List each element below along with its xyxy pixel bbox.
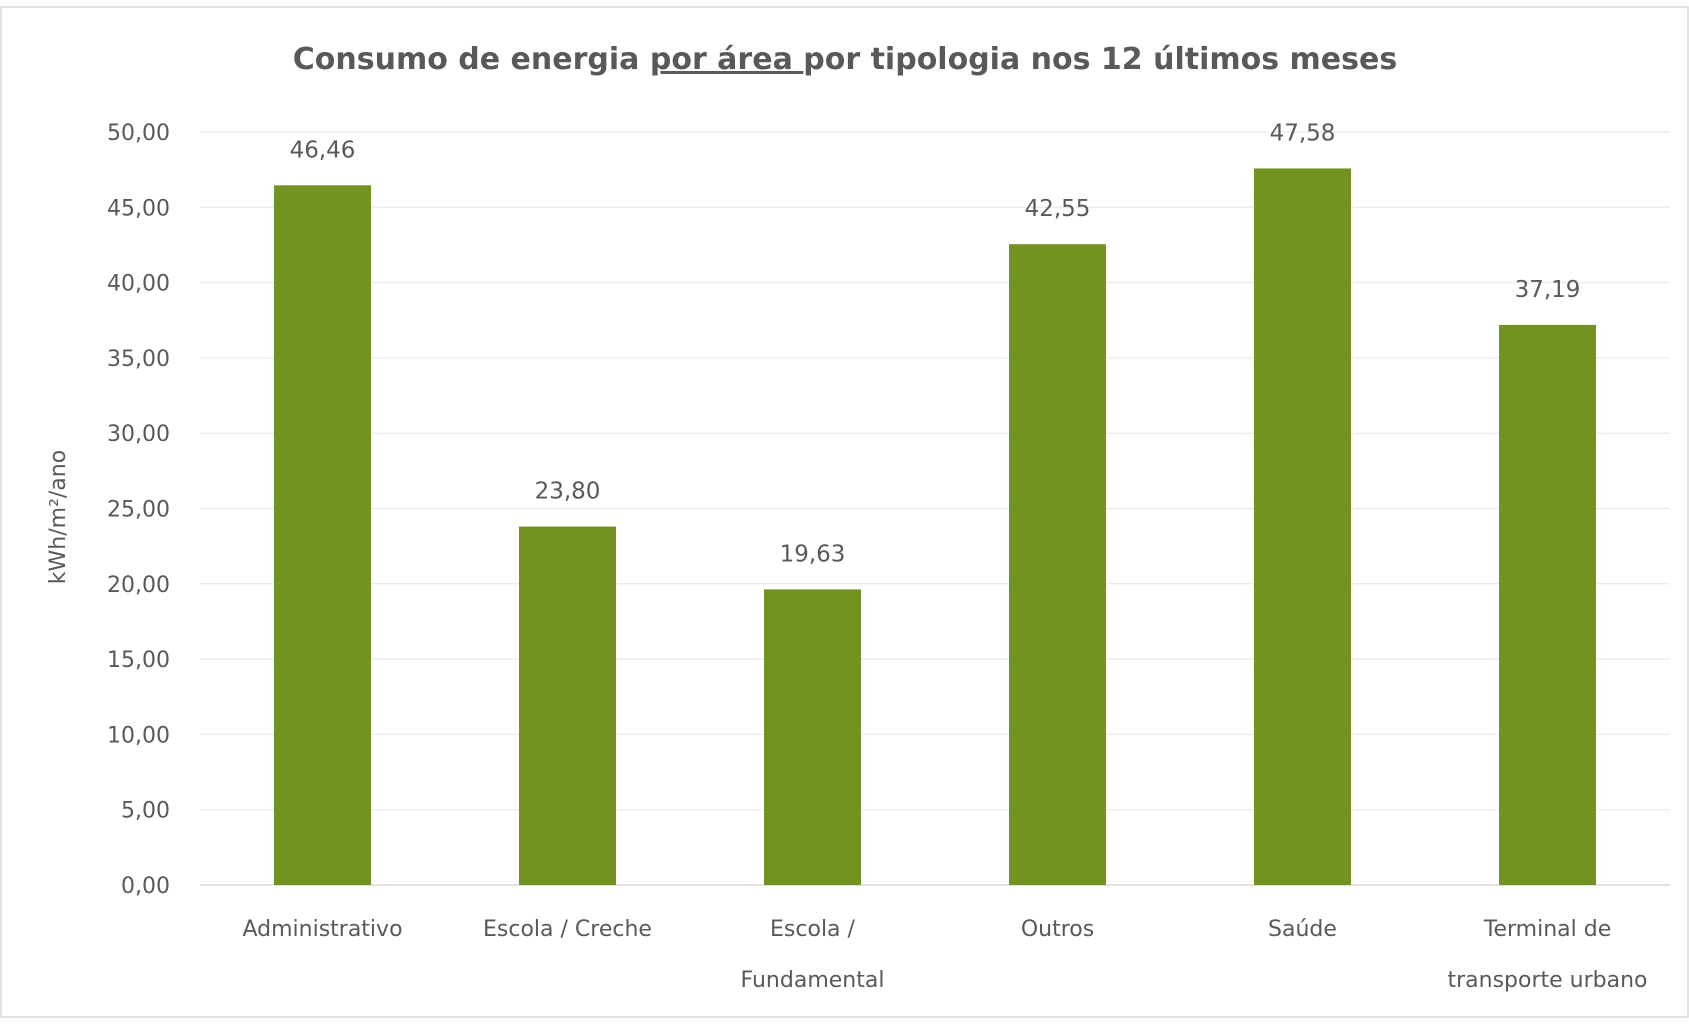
y-tick-label: 5,00: [121, 799, 170, 824]
category-label: Saúde: [1268, 917, 1337, 942]
chart-title-part-2: por área: [650, 42, 803, 77]
bar: [1009, 244, 1106, 885]
bar: [274, 185, 371, 886]
y-tick-label: 0,00: [121, 874, 170, 899]
y-axis-title: kWh/m²/ano: [46, 450, 71, 584]
chart-title-part-3: por tipologia nos 12 últimos meses: [803, 42, 1397, 77]
data-label: 46,46: [290, 137, 356, 163]
data-label: 42,55: [1025, 196, 1091, 222]
y-tick-label: 20,00: [107, 573, 170, 598]
y-tick-label: 10,00: [107, 723, 170, 748]
chart-title: Consumo de energia por área por tipologi…: [293, 42, 1397, 77]
data-labels: 46,46 23,80 19,63 42,55 47,58 37,19: [290, 120, 1581, 567]
y-axis-tick-labels: 0,00 5,00 10,00 15,00 20,00 25,00 30,00 35,00 40…: [107, 121, 170, 899]
data-label: 19,63: [780, 541, 846, 567]
category-label: Escola /: [770, 917, 856, 942]
y-tick-label: 45,00: [107, 196, 170, 221]
bars: [274, 168, 1596, 886]
data-label: 47,58: [1270, 120, 1336, 146]
y-tick-label: 30,00: [107, 422, 170, 447]
y-tick-label: 15,00: [107, 648, 170, 673]
x-axis-category-labels: Administrativo Escola / Creche Escola / Fun…: [242, 917, 1647, 993]
y-tick-label: 50,00: [107, 121, 170, 146]
bar: [519, 526, 616, 885]
category-label: Terminal de: [1483, 917, 1611, 942]
bar: [1254, 168, 1351, 886]
category-label: transporte urbano: [1447, 968, 1647, 993]
category-label: Fundamental: [741, 968, 885, 993]
gridlines: [200, 131, 1670, 886]
bar: [764, 589, 861, 885]
category-label: Outros: [1021, 917, 1094, 942]
data-label: 37,19: [1515, 277, 1581, 303]
category-label: Escola / Creche: [483, 917, 652, 942]
y-tick-label: 35,00: [107, 347, 170, 372]
y-tick-label: 40,00: [107, 272, 170, 297]
category-label: Administrativo: [242, 917, 402, 942]
bar: [1499, 324, 1596, 886]
chart-title-part-1: Consumo de energia: [293, 42, 650, 77]
y-tick-label: 25,00: [107, 498, 170, 523]
data-label: 23,80: [535, 479, 601, 505]
